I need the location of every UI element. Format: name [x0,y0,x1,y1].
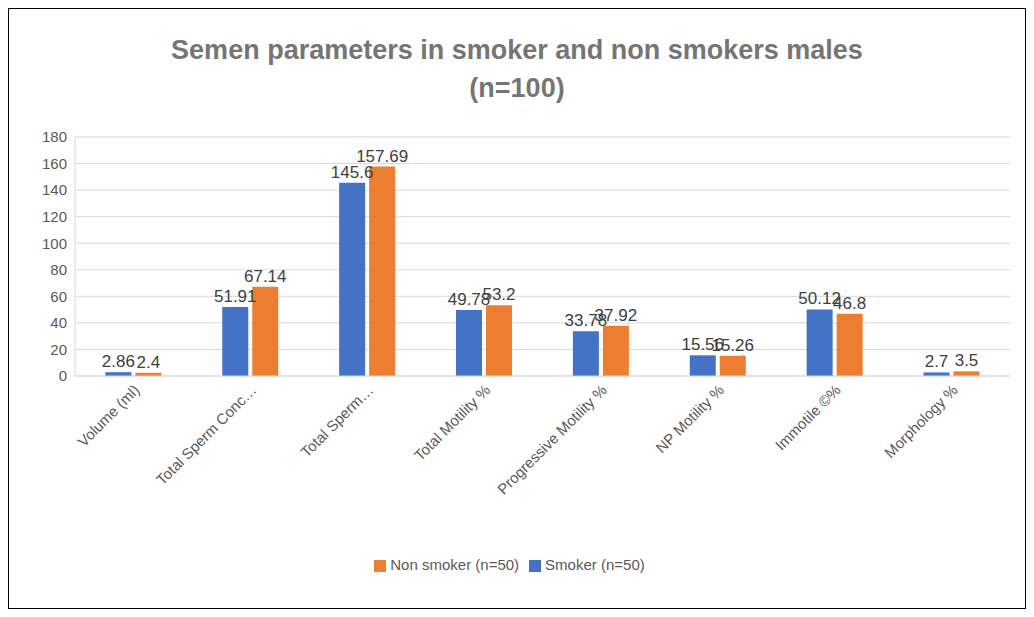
svg-text:50.12: 50.12 [798,289,841,309]
svg-text:67.14: 67.14 [244,267,287,286]
html-text:Non smoker (n=50): Non smoker (n=50) [390,556,520,573]
svg-text:Progressive Motility %: Progressive Motility % [494,381,610,497]
svg-text:0: 0 [59,367,67,384]
svg-text:15.26: 15.26 [711,336,754,355]
svg-text:Total Motility %: Total Motility % [411,381,494,464]
svg-text:NP Motility %: NP Motility % [652,381,727,456]
svg-text:20: 20 [50,341,67,358]
svg-text:Immotile ©%: Immotile ©% [772,381,844,453]
svg-text:180: 180 [42,128,67,145]
svg-text:120: 120 [42,208,67,225]
svg-text:49.78: 49.78 [447,289,491,309]
html-text:Semen parameters in smoker and: Semen parameters in smoker and non smoke… [171,35,863,65]
svg-text:15.56: 15.56 [681,335,724,355]
svg-text:40: 40 [50,314,67,331]
svg-text:Total Sperm…: Total Sperm… [297,381,376,460]
svg-text:Total Sperm Conc…: Total Sperm Conc… [153,381,260,488]
svg-text:2.86: 2.86 [102,352,135,371]
svg-text:Morphology %: Morphology % [881,381,961,461]
svg-text:60: 60 [50,288,67,305]
svg-text:100: 100 [42,235,67,252]
svg-text:51.91: 51.91 [214,287,257,306]
svg-text:140: 140 [42,181,67,198]
svg-text:33.78: 33.78 [564,311,608,331]
html-text:(n=100): (n=100) [469,73,565,103]
svg-text:2.7: 2.7 [925,352,949,371]
svg-text:3.5: 3.5 [955,351,979,370]
svg-text:160: 160 [42,155,67,172]
html-text:Smoker (n=50): Smoker (n=50) [545,556,645,573]
svg-text:37.92: 37.92 [595,306,638,325]
svg-text:2.4: 2.4 [137,353,161,372]
svg-text:Volume (ml): Volume (ml) [74,381,143,450]
svg-text:145.6: 145.6 [330,162,374,182]
svg-text:46.8: 46.8 [833,294,866,313]
svg-text:53.2: 53.2 [482,285,515,304]
svg-text:80: 80 [50,261,67,278]
svg-text:157.69: 157.69 [356,147,408,166]
